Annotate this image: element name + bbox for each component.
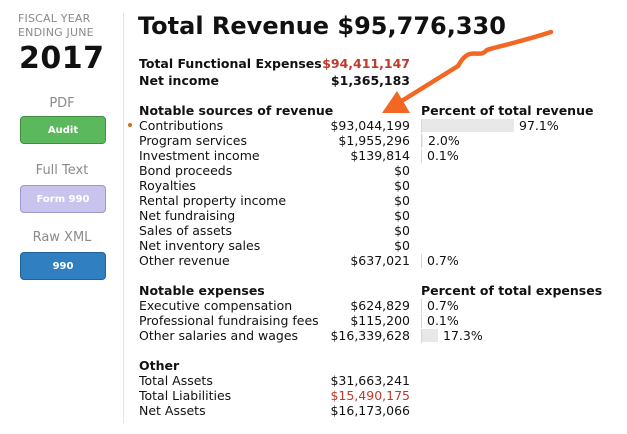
raw-xml-label: Raw XML [32, 230, 92, 245]
percent-value: 0.7% [427, 253, 459, 268]
audit-pdf-button[interactable]: Audit [20, 116, 106, 144]
pdf-label: PDF [49, 96, 75, 111]
percent-divider [421, 254, 422, 268]
row-label: Sales of assets [139, 223, 233, 238]
row-label: Program services [139, 133, 248, 148]
row-value: $0 [394, 193, 410, 208]
row-value: $0 [394, 163, 410, 178]
percent-divider [421, 314, 422, 328]
left-sidebar: FISCAL YEAR ENDING JUNE 2017 PDF Audit F… [0, 0, 120, 434]
expenses-percent-header: Percent of total expenses [421, 283, 603, 298]
net-income-label: Net income [139, 73, 219, 88]
row-value: $0 [394, 178, 410, 193]
row-label: Other salaries and wages [139, 328, 299, 343]
percent-value: 17.3% [443, 328, 483, 343]
percent-divider [421, 329, 422, 343]
row-value: $15,490,175 [330, 388, 410, 403]
row-label: Contributions [139, 118, 224, 133]
percent-value: 0.1% [427, 313, 459, 328]
row-label: Royalties [139, 178, 196, 193]
fiscal-year-value: 2017 [19, 41, 105, 76]
row-value: $31,663,241 [330, 373, 410, 388]
row-value: $0 [394, 223, 410, 238]
row-value: $624,829 [350, 298, 410, 313]
sidebar-divider [123, 13, 124, 423]
fiscal-year-line1: FISCAL YEAR [18, 12, 91, 25]
percent-divider [421, 299, 422, 313]
row-label: Bond proceeds [139, 163, 233, 178]
total-revenue-title: Total Revenue $95,776,330 [138, 12, 506, 40]
functional-expenses-label: Total Functional Expenses [139, 56, 322, 71]
row-value: $1,955,296 [338, 133, 410, 148]
row-value: $93,044,199 [330, 118, 410, 133]
fiscal-year-line2: ENDING JUNE [18, 26, 94, 39]
row-value: $16,173,066 [330, 403, 410, 418]
full-text-label: Full Text [35, 163, 89, 178]
percent-value: 97.1% [519, 118, 559, 133]
percent-value: 0.7% [427, 298, 459, 313]
fiscal-year-label: FISCAL YEAR ENDING JUNE [18, 12, 94, 40]
row-value: $0 [394, 238, 410, 253]
row-value: $115,200 [350, 313, 410, 328]
other-section-header: Other [139, 358, 180, 373]
row-label: Rental property income [139, 193, 287, 208]
row-label: Net Assets [139, 403, 206, 418]
row-label: Professional fundraising fees [139, 313, 319, 328]
percent-bar [421, 134, 423, 147]
row-label: Total Liabilities [139, 388, 232, 403]
percent-bar [421, 329, 438, 342]
row-value: $16,339,628 [330, 328, 410, 343]
bullet-dot-icon [128, 123, 132, 127]
row-value: $0 [394, 208, 410, 223]
percent-divider [421, 134, 422, 148]
row-label: Executive compensation [139, 298, 293, 313]
percent-value: 2.0% [428, 133, 460, 148]
expenses-section-header: Notable expenses [139, 283, 265, 298]
row-value: $637,021 [350, 253, 410, 268]
percent-divider [421, 149, 422, 163]
form-990-text-button[interactable]: Form 990 [20, 185, 106, 213]
percent-value: 0.1% [427, 148, 459, 163]
row-label: Net inventory sales [139, 238, 261, 253]
net-income-value: $1,365,183 [330, 73, 410, 88]
row-value: $139,814 [350, 148, 410, 163]
revenue-section-header: Notable sources of revenue [139, 103, 334, 118]
xml-990-button[interactable]: 990 [20, 252, 106, 280]
row-label: Net fundraising [139, 208, 236, 223]
row-label: Other revenue [139, 253, 230, 268]
functional-expenses-value: $94,411,147 [322, 56, 410, 71]
row-label: Investment income [139, 148, 260, 163]
percent-divider [421, 119, 422, 133]
revenue-percent-header: Percent of total revenue [421, 103, 594, 118]
row-label: Total Assets [139, 373, 213, 388]
percent-bar [421, 119, 514, 132]
